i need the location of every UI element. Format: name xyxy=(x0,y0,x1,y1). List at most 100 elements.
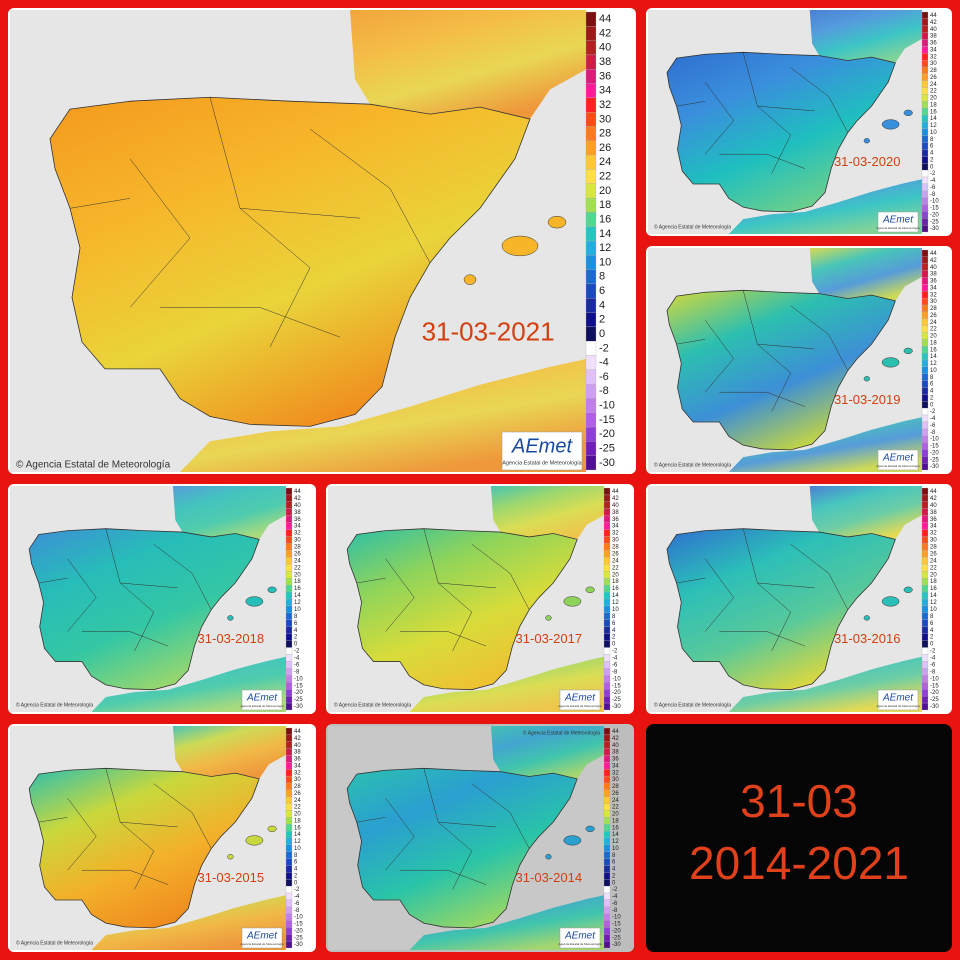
legend-swatch xyxy=(285,702,293,711)
legend-swatch xyxy=(603,748,611,756)
province-borders xyxy=(357,529,530,651)
island xyxy=(464,275,476,285)
legend-swatch xyxy=(921,449,929,457)
legend-label: 24 xyxy=(612,798,619,804)
legend-label: 42 xyxy=(612,496,619,502)
legend-swatch xyxy=(921,218,929,226)
legend-label: 4 xyxy=(930,628,934,634)
africa xyxy=(91,656,286,712)
legend-label: 20 xyxy=(294,812,301,818)
legend-swatch xyxy=(285,668,293,676)
legend-swatch xyxy=(921,640,929,648)
legend-label: 42 xyxy=(930,258,937,264)
legend-label: 4 xyxy=(930,151,934,157)
legend-label: 2 xyxy=(930,635,934,641)
legend-swatch xyxy=(285,858,293,866)
map xyxy=(10,726,286,950)
logo: AEmet xyxy=(246,693,278,704)
legend-label: -10 xyxy=(612,915,621,921)
legend-swatch xyxy=(921,318,929,326)
map-panel: 31-03-2018 © Agencia Estatal de Meteorolo… xyxy=(8,484,316,714)
legend-swatch xyxy=(285,557,293,565)
legend-swatch xyxy=(603,689,611,697)
legend-label: 10 xyxy=(294,607,301,613)
legend-swatch xyxy=(585,97,597,113)
legend-swatch xyxy=(921,249,929,258)
legend-swatch xyxy=(921,508,929,516)
island xyxy=(904,587,913,593)
france xyxy=(490,486,604,540)
legend-swatch xyxy=(285,748,293,756)
legend-label: -2 xyxy=(930,649,936,655)
legend-swatch xyxy=(921,197,929,205)
legend-label: 6 xyxy=(294,860,298,866)
legend-swatch xyxy=(603,508,611,516)
legend-swatch xyxy=(921,284,929,292)
legend-label: 28 xyxy=(294,784,301,790)
legend-swatch xyxy=(285,543,293,551)
legend-swatch xyxy=(285,536,293,544)
legend-label: 0 xyxy=(930,642,934,648)
legend-label: 14 xyxy=(930,593,937,599)
legend-swatch xyxy=(921,46,929,54)
legend-label: -8 xyxy=(930,669,936,675)
legend-label: -6 xyxy=(294,901,300,907)
legend-swatch xyxy=(921,128,929,136)
legend-swatch xyxy=(921,18,929,26)
legend-swatch xyxy=(285,487,293,496)
legend-swatch xyxy=(921,654,929,662)
legend-label: 38 xyxy=(930,272,937,278)
legend-label: 16 xyxy=(599,213,611,225)
legend-label: 6 xyxy=(599,285,605,297)
legend-swatch xyxy=(603,550,611,558)
legend-label: -2 xyxy=(294,649,300,655)
legend-swatch xyxy=(603,837,611,846)
legend-label: -25 xyxy=(930,219,939,225)
legend-label: 20 xyxy=(930,572,937,578)
legend-label: 22 xyxy=(930,89,937,95)
legend-swatch xyxy=(285,647,293,655)
legend-label: 40 xyxy=(612,503,619,509)
legend-label: -6 xyxy=(612,662,618,668)
legend-swatch xyxy=(921,366,929,374)
legend-swatch xyxy=(603,557,611,565)
legend-swatch xyxy=(285,755,293,763)
legend-label: 36 xyxy=(294,757,301,763)
island xyxy=(228,615,234,620)
legend-label: -15 xyxy=(930,444,939,450)
france xyxy=(809,486,922,540)
legend-label: 26 xyxy=(599,142,611,154)
legend-label: 0 xyxy=(612,642,616,648)
legend-label: 32 xyxy=(612,770,619,776)
france xyxy=(350,10,586,120)
legend-swatch xyxy=(921,149,929,157)
legend-swatch xyxy=(921,311,929,319)
legend-label: 14 xyxy=(599,228,611,240)
legend-label: 26 xyxy=(294,791,301,797)
legend-label: 14 xyxy=(930,116,937,122)
legend-label: 44 xyxy=(930,13,937,19)
legend-swatch xyxy=(285,612,293,620)
logo: AEmet xyxy=(511,435,573,457)
legend-label: 18 xyxy=(294,579,301,585)
legend-label: 24 xyxy=(612,558,619,564)
legend-swatch xyxy=(603,661,611,669)
france xyxy=(172,486,286,540)
logo-box xyxy=(559,927,601,949)
legend-label: -30 xyxy=(612,942,621,948)
legend-label: 22 xyxy=(294,805,301,811)
legend-label: 0 xyxy=(294,642,298,648)
legend-label: -25 xyxy=(930,697,939,703)
legend-swatch xyxy=(603,702,611,711)
legend-swatch xyxy=(585,11,597,27)
legend-label: -15 xyxy=(294,922,303,928)
legend-swatch xyxy=(285,734,293,742)
legend-label: -6 xyxy=(930,423,936,429)
legend-label: 16 xyxy=(612,825,619,831)
legend-swatch xyxy=(921,689,929,697)
legend-swatch xyxy=(921,263,929,271)
legend-label: 18 xyxy=(930,340,937,346)
legend-label: -15 xyxy=(930,683,939,689)
map xyxy=(10,10,586,472)
legend-label: 22 xyxy=(612,805,619,811)
